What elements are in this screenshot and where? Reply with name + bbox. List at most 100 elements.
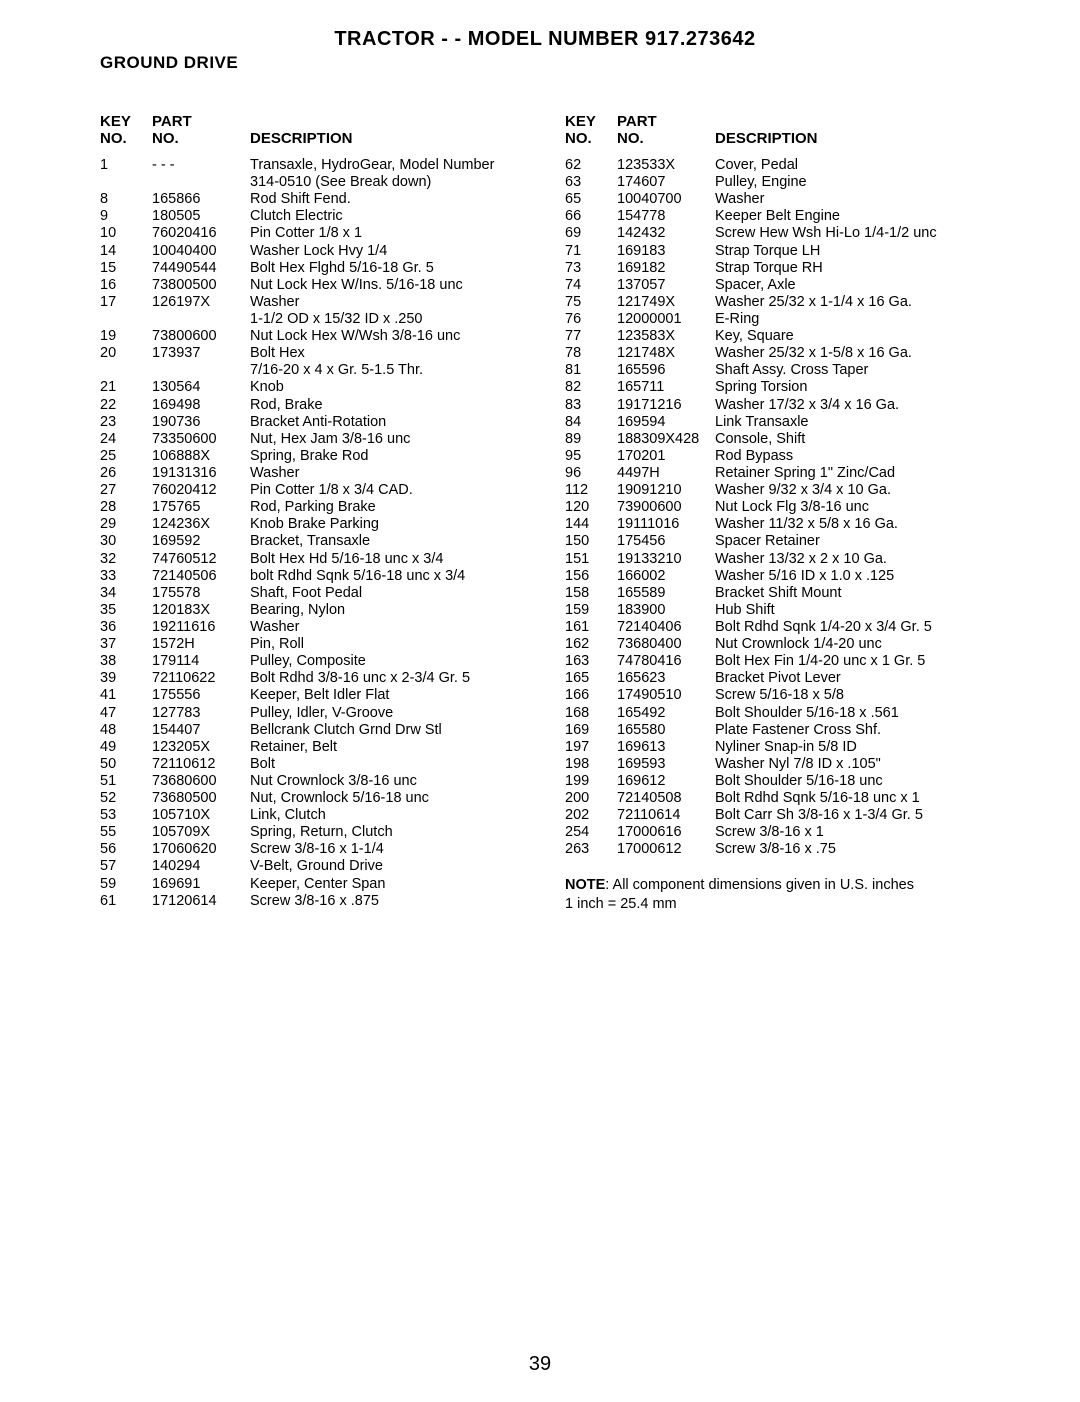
cell-key: 78 — [565, 345, 617, 362]
cell-part: 165589 — [617, 585, 715, 602]
cell-part: 123205X — [152, 739, 250, 756]
cell-key: 165 — [565, 670, 617, 687]
cell-key: 34 — [100, 585, 152, 602]
cell-desc: Rod, Brake — [250, 397, 525, 414]
cell-part: 130564 — [152, 379, 250, 396]
cell-key: 17 — [100, 294, 152, 328]
cell-key: 38 — [100, 653, 152, 670]
cell-desc: Knob — [250, 379, 525, 396]
table-row: 66154778Keeper Belt Engine — [565, 208, 990, 225]
header-part: PART NO. — [617, 113, 715, 157]
right-tbody: 62123533XCover, Pedal63174607Pulley, Eng… — [565, 157, 990, 858]
cell-key: 52 — [100, 790, 152, 807]
cell-desc: Nut Lock Flg 3/8-16 unc — [715, 499, 990, 516]
table-row: 89188309X428Console, Shift — [565, 431, 990, 448]
cell-desc: Nut Lock Hex W/Ins. 5/16-18 unc — [250, 277, 525, 294]
cell-part: 73800500 — [152, 277, 250, 294]
cell-desc: Screw 5/16-18 x 5/8 — [715, 687, 990, 704]
table-row: 5072110612Bolt — [100, 756, 525, 773]
cell-key: 47 — [100, 705, 152, 722]
cell-part: 190736 — [152, 414, 250, 431]
cell-key: 49 — [100, 739, 152, 756]
cell-desc: Console, Shift — [715, 431, 990, 448]
cell-desc: Keeper Belt Engine — [715, 208, 990, 225]
cell-key: 15 — [100, 260, 152, 277]
cell-desc: Hub Shift — [715, 602, 990, 619]
cell-part: 72110612 — [152, 756, 250, 773]
cell-key: 112 — [565, 482, 617, 499]
cell-part: 165866 — [152, 191, 250, 208]
note-bold: NOTE — [565, 877, 605, 893]
table-row: 20272110614Bolt Carr Sh 3/8-16 x 1-3/4 G… — [565, 807, 990, 824]
table-row: 21130564Knob — [100, 379, 525, 396]
cell-part: 72110622 — [152, 670, 250, 687]
table-row: 2619131316Washer — [100, 465, 525, 482]
left-tbody: 1- - -Transaxle, HydroGear, Model Number… — [100, 157, 525, 910]
table-row: 25417000616Screw 3/8-16 x 1 — [565, 824, 990, 841]
cell-key: 24 — [100, 431, 152, 448]
cell-key: 81 — [565, 362, 617, 379]
cell-desc: Spacer Retainer — [715, 533, 990, 550]
cell-part: 19211616 — [152, 619, 250, 636]
cell-part: 173937 — [152, 345, 250, 379]
cell-key: 57 — [100, 858, 152, 875]
document-title: TRACTOR - - MODEL NUMBER 917.273642 — [100, 28, 990, 51]
cell-part: 121749X — [617, 294, 715, 311]
cell-key: 66 — [565, 208, 617, 225]
table-row: 1- - -Transaxle, HydroGear, Model Number… — [100, 157, 525, 191]
cell-part: 19171216 — [617, 397, 715, 414]
cell-desc: Spring Torsion — [715, 379, 990, 396]
cell-desc: Nut, Hex Jam 3/8-16 unc — [250, 431, 525, 448]
cell-key: 36 — [100, 619, 152, 636]
cell-desc: Bolt Hex Flghd 5/16-18 Gr. 5 — [250, 260, 525, 277]
table-row: 16273680400Nut Crownlock 1/4-20 unc — [565, 636, 990, 653]
cell-part: 154407 — [152, 722, 250, 739]
cell-desc: Bolt Hex 7/16-20 x 4 x Gr. 5-1.5 Thr. — [250, 345, 525, 379]
note-line2: 1 inch = 25.4 mm — [565, 896, 677, 912]
table-row: 1574490544Bolt Hex Flghd 5/16-18 Gr. 5 — [100, 260, 525, 277]
table-row: 62123533XCover, Pedal — [565, 157, 990, 174]
cell-part: 1572H — [152, 636, 250, 653]
cell-part: 137057 — [617, 277, 715, 294]
cell-part: 165596 — [617, 362, 715, 379]
cell-key: 263 — [565, 841, 617, 858]
cell-key: 202 — [565, 807, 617, 824]
cell-desc: Nut Lock Hex W/Wsh 3/8-16 unc — [250, 328, 525, 345]
parts-table-right: KEY NO. PART NO. DESCRIPTION 62123533XCo… — [565, 113, 990, 858]
cell-part: 73350600 — [152, 431, 250, 448]
cell-part: 73900600 — [617, 499, 715, 516]
cell-desc: Knob Brake Parking — [250, 516, 525, 533]
cell-desc: Screw 3/8-16 x .875 — [250, 893, 525, 910]
table-row: 1673800500Nut Lock Hex W/Ins. 5/16-18 un… — [100, 277, 525, 294]
cell-desc: Spring, Return, Clutch — [250, 824, 525, 841]
table-row: 8165866Rod Shift Fend. — [100, 191, 525, 208]
parts-table-left: KEY NO. PART NO. DESCRIPTION 1- - -Trans… — [100, 113, 525, 910]
cell-key: 158 — [565, 585, 617, 602]
cell-key: 28 — [100, 499, 152, 516]
table-row: 169165580Plate Fastener Cross Shf. — [565, 722, 990, 739]
table-row: 74137057Spacer, Axle — [565, 277, 990, 294]
cell-desc: Link, Clutch — [250, 807, 525, 824]
cell-desc: Nut Crownlock 1/4-20 unc — [715, 636, 990, 653]
cell-key: 254 — [565, 824, 617, 841]
cell-key: 27 — [100, 482, 152, 499]
table-row: 371572HPin, Roll — [100, 636, 525, 653]
cell-part: 72110614 — [617, 807, 715, 824]
cell-key: 8 — [100, 191, 152, 208]
cell-desc: Bolt Rdhd Sqnk 1/4-20 x 3/4 Gr. 5 — [715, 619, 990, 636]
cell-desc: Bolt Hex Fin 1/4-20 unc x 1 Gr. 5 — [715, 653, 990, 670]
cell-key: 50 — [100, 756, 152, 773]
cell-desc: Washer 25/32 x 1-1/4 x 16 Ga. — [715, 294, 990, 311]
table-row: 15119133210Washer 13/32 x 2 x 10 Ga. — [565, 551, 990, 568]
table-row: 1973800600Nut Lock Hex W/Wsh 3/8-16 unc — [100, 328, 525, 345]
table-row: 77123583XKey, Square — [565, 328, 990, 345]
table-row: 8319171216Washer 17/32 x 3/4 x 16 Ga. — [565, 397, 990, 414]
cell-part: 76020416 — [152, 225, 250, 242]
table-row: 3372140506bolt Rdhd Sqnk 5/16-18 unc x 3… — [100, 568, 525, 585]
table-row: 20173937Bolt Hex 7/16-20 x 4 x Gr. 5-1.5… — [100, 345, 525, 379]
table-row: 3972110622Bolt Rdhd 3/8-16 unc x 2-3/4 G… — [100, 670, 525, 687]
cell-desc: Bellcrank Clutch Grnd Drw Stl — [250, 722, 525, 739]
table-row: 14419111016Washer 11/32 x 5/8 x 16 Ga. — [565, 516, 990, 533]
cell-key: 89 — [565, 431, 617, 448]
cell-part: 19111016 — [617, 516, 715, 533]
